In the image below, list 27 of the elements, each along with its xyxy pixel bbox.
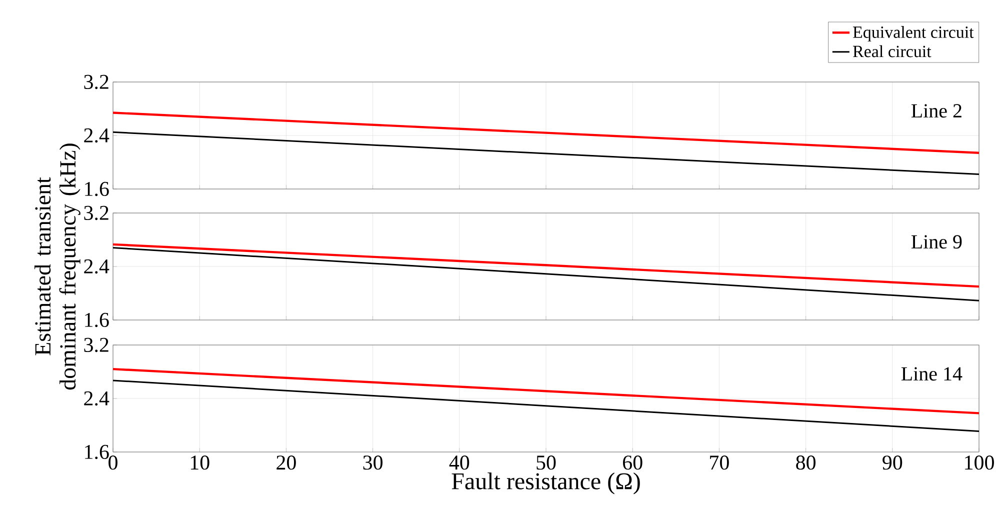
y-tick-label: 3.2 xyxy=(84,74,108,90)
annotation: Line 2 xyxy=(911,104,962,118)
x-tick-label: 60 xyxy=(623,456,642,470)
x-tick-label: 10 xyxy=(190,456,210,470)
x-tick-label: 70 xyxy=(710,456,729,470)
y-tick-label: 2.4 xyxy=(84,391,110,406)
x-axis-title: Fault resistance (Ω) xyxy=(452,472,640,494)
y-axis-title: Estimated transient dominant frequency (kHz) xyxy=(34,144,80,390)
annotation: Line 14 xyxy=(901,367,962,381)
annotation: Line 9 xyxy=(911,235,962,249)
x-tick-label: 50 xyxy=(536,456,556,470)
y-tick-label: 2.4 xyxy=(84,128,110,143)
x-tick-label: 90 xyxy=(882,456,902,470)
y-tick-label: 1.6 xyxy=(85,182,109,196)
y-tick-label: 1.6 xyxy=(85,444,109,460)
x-tick-label: 40 xyxy=(449,456,470,470)
x-tick-label: 80 xyxy=(796,456,816,470)
x-tick-label: 20 xyxy=(276,456,296,470)
x-tick-label: 30 xyxy=(363,456,383,470)
legend-label: Equivalent circuit xyxy=(853,26,974,42)
y-tick-label: 1.6 xyxy=(85,312,109,328)
y-tick-label: 3.2 xyxy=(84,206,108,220)
x-tick-label: 100 xyxy=(965,456,994,470)
legend-label: Real circuit xyxy=(853,45,932,58)
x-tick-label: 0 xyxy=(108,456,118,470)
y-tick-label: 3.2 xyxy=(84,338,108,352)
y-tick-label: 2.4 xyxy=(84,259,110,274)
